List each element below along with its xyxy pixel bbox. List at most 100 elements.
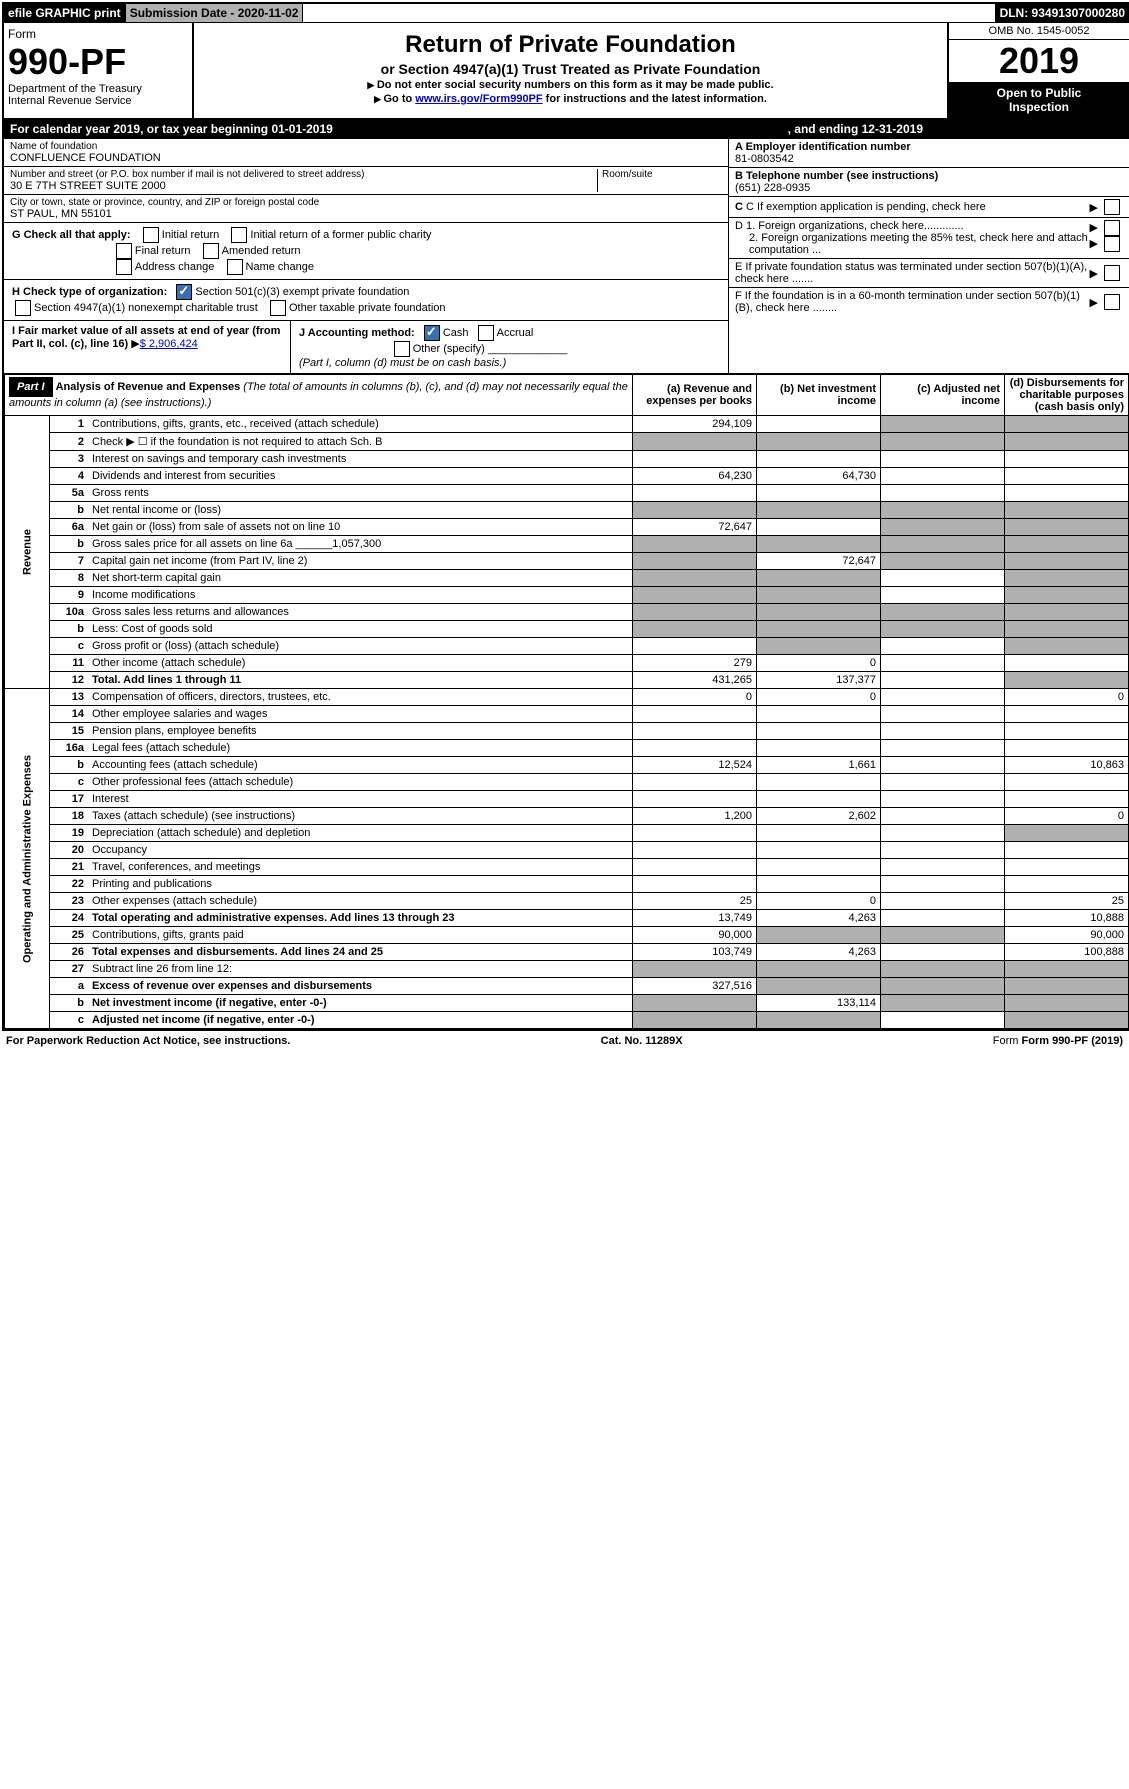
row-num: b: [50, 995, 89, 1012]
table-cell: [757, 638, 881, 655]
row-num: 24: [50, 910, 89, 927]
d2-checkbox[interactable]: [1104, 236, 1120, 252]
table-cell: [881, 689, 1005, 706]
table-cell: 72,647: [633, 519, 757, 536]
table-cell: [757, 416, 881, 433]
table-row: 14Other employee salaries and wages: [5, 706, 1129, 723]
row-desc: Accounting fees (attach schedule): [88, 757, 633, 774]
row-num: 7: [50, 553, 89, 570]
other-method-checkbox[interactable]: [394, 341, 410, 357]
table-cell: [881, 825, 1005, 842]
part1-header: Part I: [9, 377, 53, 397]
table-row: 9Income modifications: [5, 587, 1129, 604]
initial-former-checkbox[interactable]: [231, 227, 247, 243]
row-desc: Capital gain net income (from Part IV, l…: [88, 553, 633, 570]
row-desc: Dividends and interest from securities: [88, 468, 633, 485]
final-return-checkbox[interactable]: [116, 243, 132, 259]
table-cell: [633, 825, 757, 842]
table-cell: [881, 961, 1005, 978]
table-cell: [1005, 791, 1129, 808]
table-cell: [633, 570, 757, 587]
amended-return-checkbox[interactable]: [203, 243, 219, 259]
form-word: Form: [8, 27, 36, 41]
i-section: I Fair market value of all assets at end…: [4, 321, 291, 373]
table-cell: [757, 774, 881, 791]
row-num: b: [50, 621, 89, 638]
row-desc: Travel, conferences, and meetings: [88, 859, 633, 876]
table-cell: [881, 876, 1005, 893]
table-row: 15Pension plans, employee benefits: [5, 723, 1129, 740]
col-b: (b) Net investment income: [757, 375, 881, 416]
row-num: 20: [50, 842, 89, 859]
table-cell: [1005, 978, 1129, 995]
table-cell: [633, 587, 757, 604]
table-row: bNet investment income (if negative, ent…: [5, 995, 1129, 1012]
other-taxable-checkbox[interactable]: [270, 300, 286, 316]
table-cell: 137,377: [757, 672, 881, 689]
irs-link[interactable]: www.irs.gov/Form990PF: [415, 93, 542, 105]
table-cell: 0: [757, 893, 881, 910]
table-cell: 294,109: [633, 416, 757, 433]
row-desc: Interest: [88, 791, 633, 808]
table-cell: 0: [1005, 808, 1129, 825]
table-cell: 2,602: [757, 808, 881, 825]
arrow-icon: [367, 79, 376, 91]
col-a: (a) Revenue and expenses per books: [633, 375, 757, 416]
table-row: bGross sales price for all assets on lin…: [5, 536, 1129, 553]
f-checkbox[interactable]: [1104, 294, 1120, 310]
fmv-value[interactable]: $ 2,906,424: [140, 338, 198, 350]
table-cell: [1005, 723, 1129, 740]
table-cell: [881, 842, 1005, 859]
d1-checkbox[interactable]: [1104, 220, 1120, 236]
row-num: 25: [50, 927, 89, 944]
address-change-checkbox[interactable]: [116, 259, 132, 275]
table-cell: 133,114: [757, 995, 881, 1012]
table-cell: [881, 621, 1005, 638]
c-checkbox[interactable]: [1104, 199, 1120, 215]
row-num: 9: [50, 587, 89, 604]
table-cell: [633, 433, 757, 451]
table-cell: [881, 978, 1005, 995]
j-section: J Accounting method: Cash Accrual Other …: [291, 321, 728, 373]
table-cell: 0: [633, 689, 757, 706]
row-num: 12: [50, 672, 89, 689]
table-cell: [757, 927, 881, 944]
year-box: OMB No. 1545-0052 2019 Open to PublicIns…: [947, 23, 1129, 118]
footer: For Paperwork Reduction Act Notice, see …: [0, 1033, 1129, 1049]
e-checkbox[interactable]: [1104, 265, 1120, 281]
table-cell: [1005, 433, 1129, 451]
row-desc: Excess of revenue over expenses and disb…: [88, 978, 633, 995]
table-cell: [633, 774, 757, 791]
cash-checkbox[interactable]: [424, 325, 440, 341]
table-row: 18Taxes (attach schedule) (see instructi…: [5, 808, 1129, 825]
501c3-checkbox[interactable]: [176, 284, 192, 300]
initial-return-checkbox[interactable]: [143, 227, 159, 243]
table-row: 16aLegal fees (attach schedule): [5, 740, 1129, 757]
table-cell: 103,749: [633, 944, 757, 961]
table-cell: [757, 978, 881, 995]
row-num: 18: [50, 808, 89, 825]
table-row: 8Net short-term capital gain: [5, 570, 1129, 587]
table-cell: [633, 1012, 757, 1029]
table-cell: [757, 604, 881, 621]
table-cell: [881, 519, 1005, 536]
table-cell: [757, 876, 881, 893]
row-desc: Gross sales less returns and allowances: [88, 604, 633, 621]
4947-checkbox[interactable]: [15, 300, 31, 316]
name-change-checkbox[interactable]: [227, 259, 243, 275]
accrual-checkbox[interactable]: [478, 325, 494, 341]
table-cell: [633, 621, 757, 638]
table-row: Revenue1Contributions, gifts, grants, et…: [5, 416, 1129, 433]
table-cell: [633, 723, 757, 740]
table-cell: [633, 706, 757, 723]
table-cell: [1005, 587, 1129, 604]
row-desc: Adjusted net income (if negative, enter …: [88, 1012, 633, 1029]
subtitle: or Section 4947(a)(1) Trust Treated as P…: [202, 61, 939, 77]
table-cell: [1005, 825, 1129, 842]
row-desc: Less: Cost of goods sold: [88, 621, 633, 638]
table-cell: 0: [757, 689, 881, 706]
tax-year: 2019: [949, 40, 1129, 82]
table-cell: [1005, 876, 1129, 893]
row-desc: Net gain or (loss) from sale of assets n…: [88, 519, 633, 536]
table-cell: [757, 621, 881, 638]
